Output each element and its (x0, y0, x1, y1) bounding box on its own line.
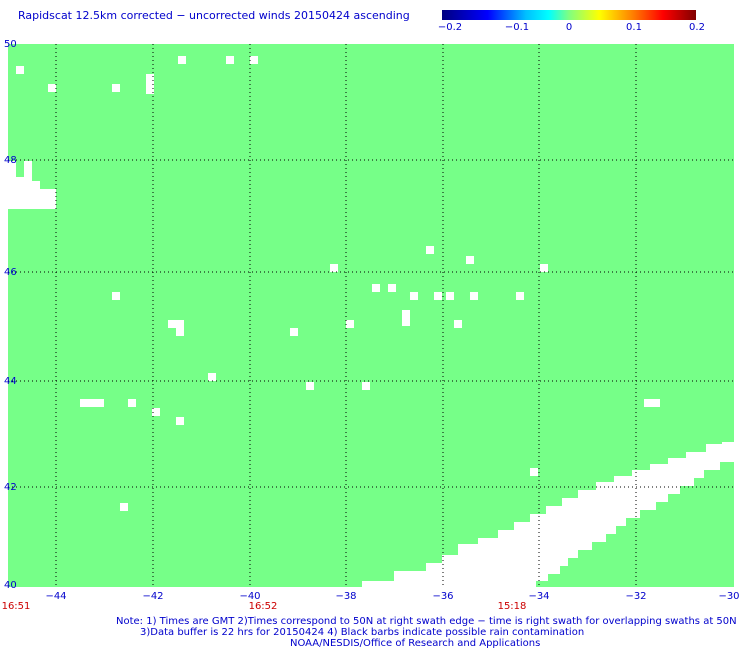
no-data-pixels (16, 56, 660, 511)
lat-label: 40 (4, 580, 17, 591)
lat-label: 42 (4, 482, 17, 493)
colorbar-tick: 0.2 (689, 22, 705, 33)
colorbar-tick: −0.2 (437, 22, 463, 33)
note-line: 3)Data buffer is 22 hrs for 20150424 4) … (140, 627, 585, 638)
lat-label: 50 (4, 39, 17, 50)
colorbar-tick: −0.1 (504, 22, 530, 33)
lon-label: −36 (432, 591, 454, 602)
lon-label: −32 (625, 591, 647, 602)
no-data-region (362, 442, 734, 587)
lat-label: 44 (4, 376, 17, 387)
no-data-region (8, 161, 56, 209)
time-label: 15:18 (497, 601, 527, 612)
colorbar (442, 10, 696, 20)
note-line: Note: 1) Times are GMT 2)Times correspon… (116, 616, 737, 627)
map-title: Rapidscat 12.5km corrected − uncorrected… (18, 9, 410, 22)
lon-label: −42 (142, 591, 164, 602)
lon-label: −38 (335, 591, 357, 602)
time-label: 16:52 (248, 601, 278, 612)
lat-label: 46 (4, 267, 17, 278)
lon-label: −40 (239, 591, 261, 602)
note-line: NOAA/NESDIS/Office of Research and Appli… (290, 638, 541, 649)
wind-difference-map (8, 44, 734, 587)
lon-label: −44 (45, 591, 67, 602)
lat-label: 48 (4, 155, 17, 166)
colorbar-tick: 0.1 (626, 22, 642, 33)
time-label: 16:51 (1, 601, 31, 612)
graticule (8, 44, 734, 587)
colorbar-tick: 0 (565, 22, 573, 33)
lon-label: −34 (528, 591, 550, 602)
lon-label: −30 (718, 591, 740, 602)
